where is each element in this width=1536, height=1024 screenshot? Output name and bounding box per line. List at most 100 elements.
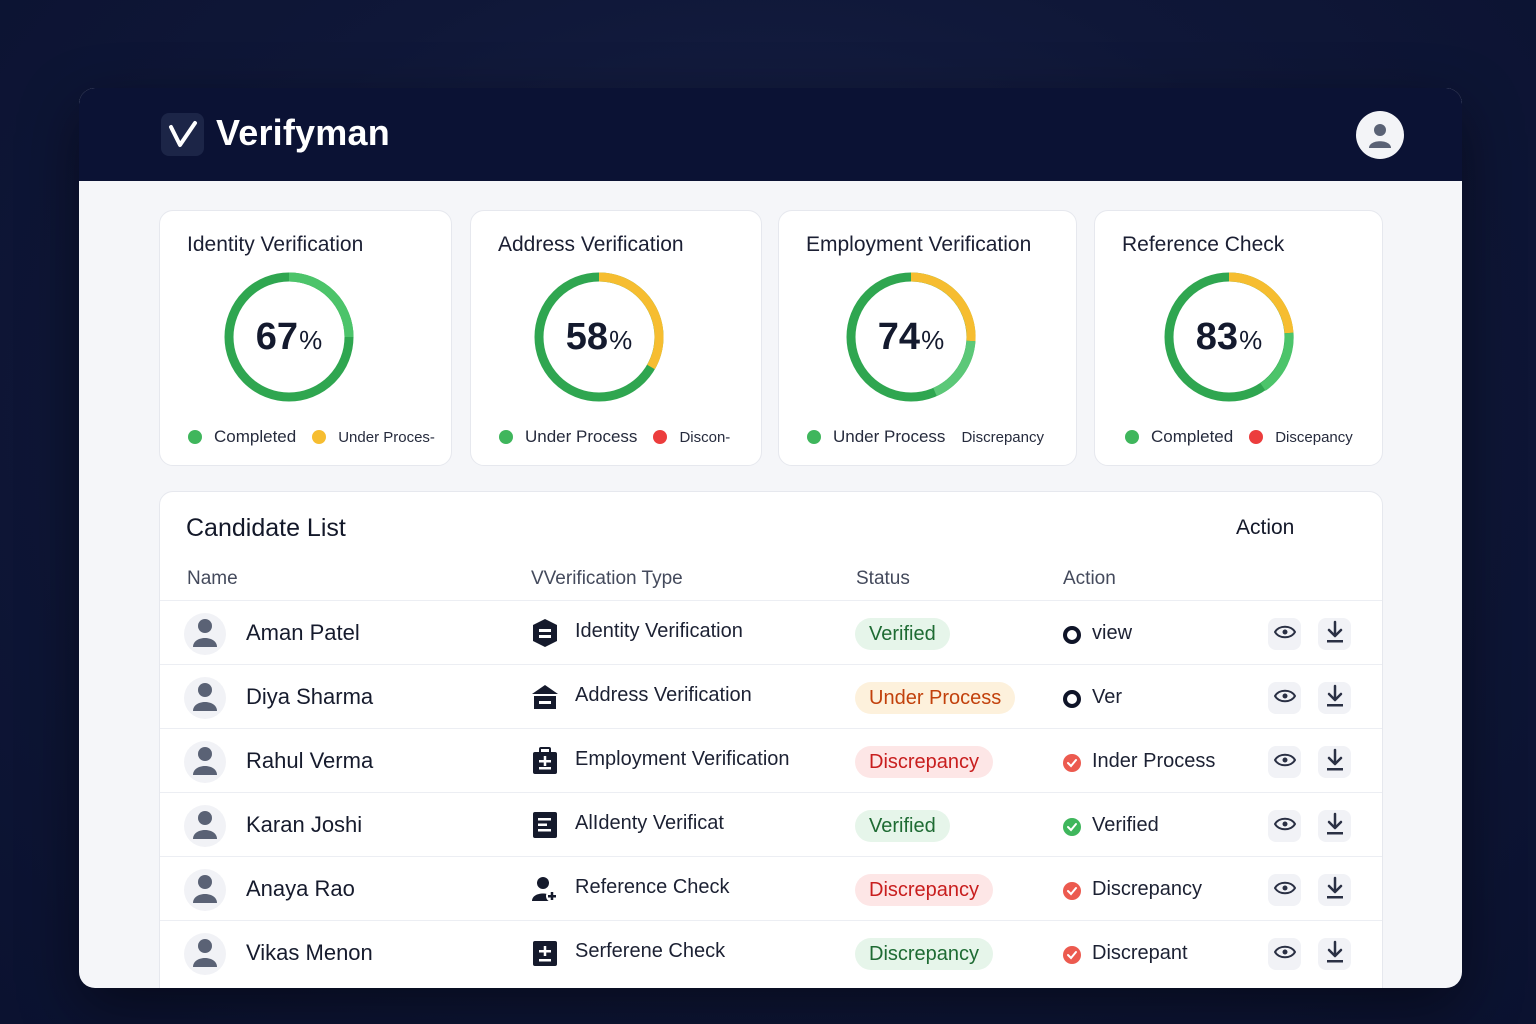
action-status-label[interactable]: Discrepancy bbox=[1092, 878, 1203, 900]
verification-type: Reference Check bbox=[575, 876, 730, 898]
download-button[interactable] bbox=[1318, 810, 1351, 842]
status-badge: Verified bbox=[855, 618, 950, 650]
progress-ring bbox=[224, 272, 354, 402]
download-icon bbox=[1325, 748, 1345, 777]
table-row[interactable]: Aman Patel Identity Verification Verified v… bbox=[160, 600, 1382, 664]
action-header: Action bbox=[1236, 516, 1295, 539]
eye-icon bbox=[1273, 945, 1296, 964]
table-row[interactable]: Rahul Verma Employment Verification Discre… bbox=[160, 728, 1382, 792]
legend-dot-icon bbox=[807, 430, 821, 444]
legend-dot-icon bbox=[312, 430, 327, 444]
download-icon bbox=[1325, 940, 1345, 969]
ring-icon bbox=[1062, 625, 1082, 645]
person-icon bbox=[192, 809, 218, 844]
candidate-name[interactable]: Anaya Rao bbox=[246, 876, 355, 901]
column-header-type: VVerification Type bbox=[531, 568, 683, 589]
table-row[interactable]: Vikas Menon Serferene Check Discrepancy Dis… bbox=[160, 920, 1382, 984]
action-status-label[interactable]: Inder Process bbox=[1092, 750, 1216, 772]
view-button[interactable] bbox=[1268, 874, 1301, 906]
candidate-list-panel: Candidate List Action Name VVerification… bbox=[159, 491, 1383, 988]
legend-dot-icon bbox=[188, 430, 202, 444]
candidate-name[interactable]: Diya Sharma bbox=[246, 684, 374, 709]
action-status-label[interactable]: view bbox=[1092, 622, 1133, 644]
candidate-name[interactable]: Aman Patel bbox=[246, 620, 360, 645]
action-status-label[interactable]: Discrepant bbox=[1092, 942, 1188, 964]
legend-dot-icon bbox=[1125, 430, 1139, 444]
download-icon bbox=[1325, 876, 1345, 905]
employment-verification-card: Employment Verification 74% Under Proces… bbox=[778, 210, 1077, 466]
candidate-avatar bbox=[184, 613, 226, 655]
progress-ring bbox=[534, 272, 664, 402]
card-legend: Completed Discepancy bbox=[1125, 427, 1369, 447]
progress-ring bbox=[846, 272, 976, 402]
progress-ring bbox=[1164, 272, 1294, 402]
candidate-name[interactable]: Vikas Menon bbox=[246, 940, 373, 965]
download-icon bbox=[1325, 684, 1345, 713]
eye-icon bbox=[1273, 881, 1296, 900]
eye-icon bbox=[1273, 625, 1296, 644]
verification-type: Identity Verification bbox=[575, 620, 743, 642]
view-button[interactable] bbox=[1268, 618, 1301, 650]
table-row[interactable]: Anaya Rao Reference Check Discrepancy Discr… bbox=[160, 856, 1382, 920]
column-header-action: Action bbox=[1063, 568, 1116, 589]
user-icon bbox=[1369, 124, 1391, 148]
card-title: Address Verification bbox=[498, 233, 684, 256]
column-header-status: Status bbox=[856, 568, 910, 589]
check-green-icon bbox=[1062, 817, 1082, 837]
card-legend: Under Process Discrepancy bbox=[807, 427, 1060, 447]
view-button[interactable] bbox=[1268, 746, 1301, 778]
legend-dot-icon bbox=[653, 430, 668, 444]
check-red-icon bbox=[1062, 753, 1082, 773]
user-add-icon bbox=[530, 874, 560, 904]
clipboard-icon bbox=[530, 938, 560, 968]
card-value: 83 bbox=[1195, 315, 1239, 358]
view-button[interactable] bbox=[1268, 682, 1301, 714]
download-button[interactable] bbox=[1318, 746, 1351, 778]
candidate-avatar bbox=[184, 805, 226, 847]
document-icon bbox=[530, 810, 560, 840]
download-button[interactable] bbox=[1318, 618, 1351, 650]
status-badge: Discrepancy bbox=[855, 938, 994, 970]
table-row[interactable]: Karan Joshi AlIdenty Verificat Verified Ver… bbox=[160, 792, 1382, 856]
card-title: Employment Verification bbox=[806, 233, 1032, 256]
download-icon bbox=[1325, 620, 1345, 649]
identity-verification-card: Identity Verification 67% Completed Unde… bbox=[159, 210, 452, 466]
card-title: Reference Check bbox=[1122, 233, 1285, 256]
check-red-icon bbox=[1062, 881, 1082, 901]
candidate-avatar bbox=[184, 741, 226, 783]
user-avatar-button[interactable] bbox=[1356, 111, 1404, 159]
column-header-name: Name bbox=[187, 568, 238, 589]
status-badge: Under Process bbox=[855, 682, 1016, 714]
card-title: Identity Verification bbox=[187, 233, 364, 256]
person-icon bbox=[192, 937, 218, 972]
shield-icon bbox=[530, 618, 560, 648]
card-legend: Completed Under Proces- bbox=[188, 427, 451, 447]
action-status-label[interactable]: Ver bbox=[1092, 686, 1123, 708]
candidate-avatar bbox=[184, 677, 226, 719]
candidate-avatar bbox=[184, 869, 226, 911]
eye-icon bbox=[1273, 817, 1296, 836]
legend-dot-icon bbox=[499, 430, 513, 444]
briefcase-icon bbox=[530, 746, 560, 776]
download-button[interactable] bbox=[1318, 938, 1351, 970]
eye-icon bbox=[1273, 689, 1296, 708]
person-icon bbox=[192, 745, 218, 780]
action-status-label[interactable]: Verified bbox=[1092, 814, 1159, 836]
check-red-icon bbox=[1062, 945, 1082, 965]
top-bar: Verifyman bbox=[79, 88, 1462, 181]
candidate-avatar bbox=[184, 933, 226, 975]
view-button[interactable] bbox=[1268, 938, 1301, 970]
app-window: Verifyman Identity Verification 67% Comp… bbox=[79, 88, 1462, 988]
download-button[interactable] bbox=[1318, 682, 1351, 714]
table-row[interactable]: Diya Sharma Address Verification Under Pro… bbox=[160, 664, 1382, 728]
verification-type: Employment Verification bbox=[575, 748, 790, 770]
candidate-name[interactable]: Karan Joshi bbox=[246, 812, 363, 837]
reference-check-card: Reference Check 83% Completed Discepancy bbox=[1094, 210, 1383, 466]
candidate-name[interactable]: Rahul Verma bbox=[246, 748, 374, 773]
status-badge: Discrepancy bbox=[855, 874, 994, 906]
logo-check-icon bbox=[161, 113, 204, 156]
view-button[interactable] bbox=[1268, 810, 1301, 842]
house-icon bbox=[530, 682, 560, 712]
card-value: 74 bbox=[877, 315, 921, 358]
download-button[interactable] bbox=[1318, 874, 1351, 906]
